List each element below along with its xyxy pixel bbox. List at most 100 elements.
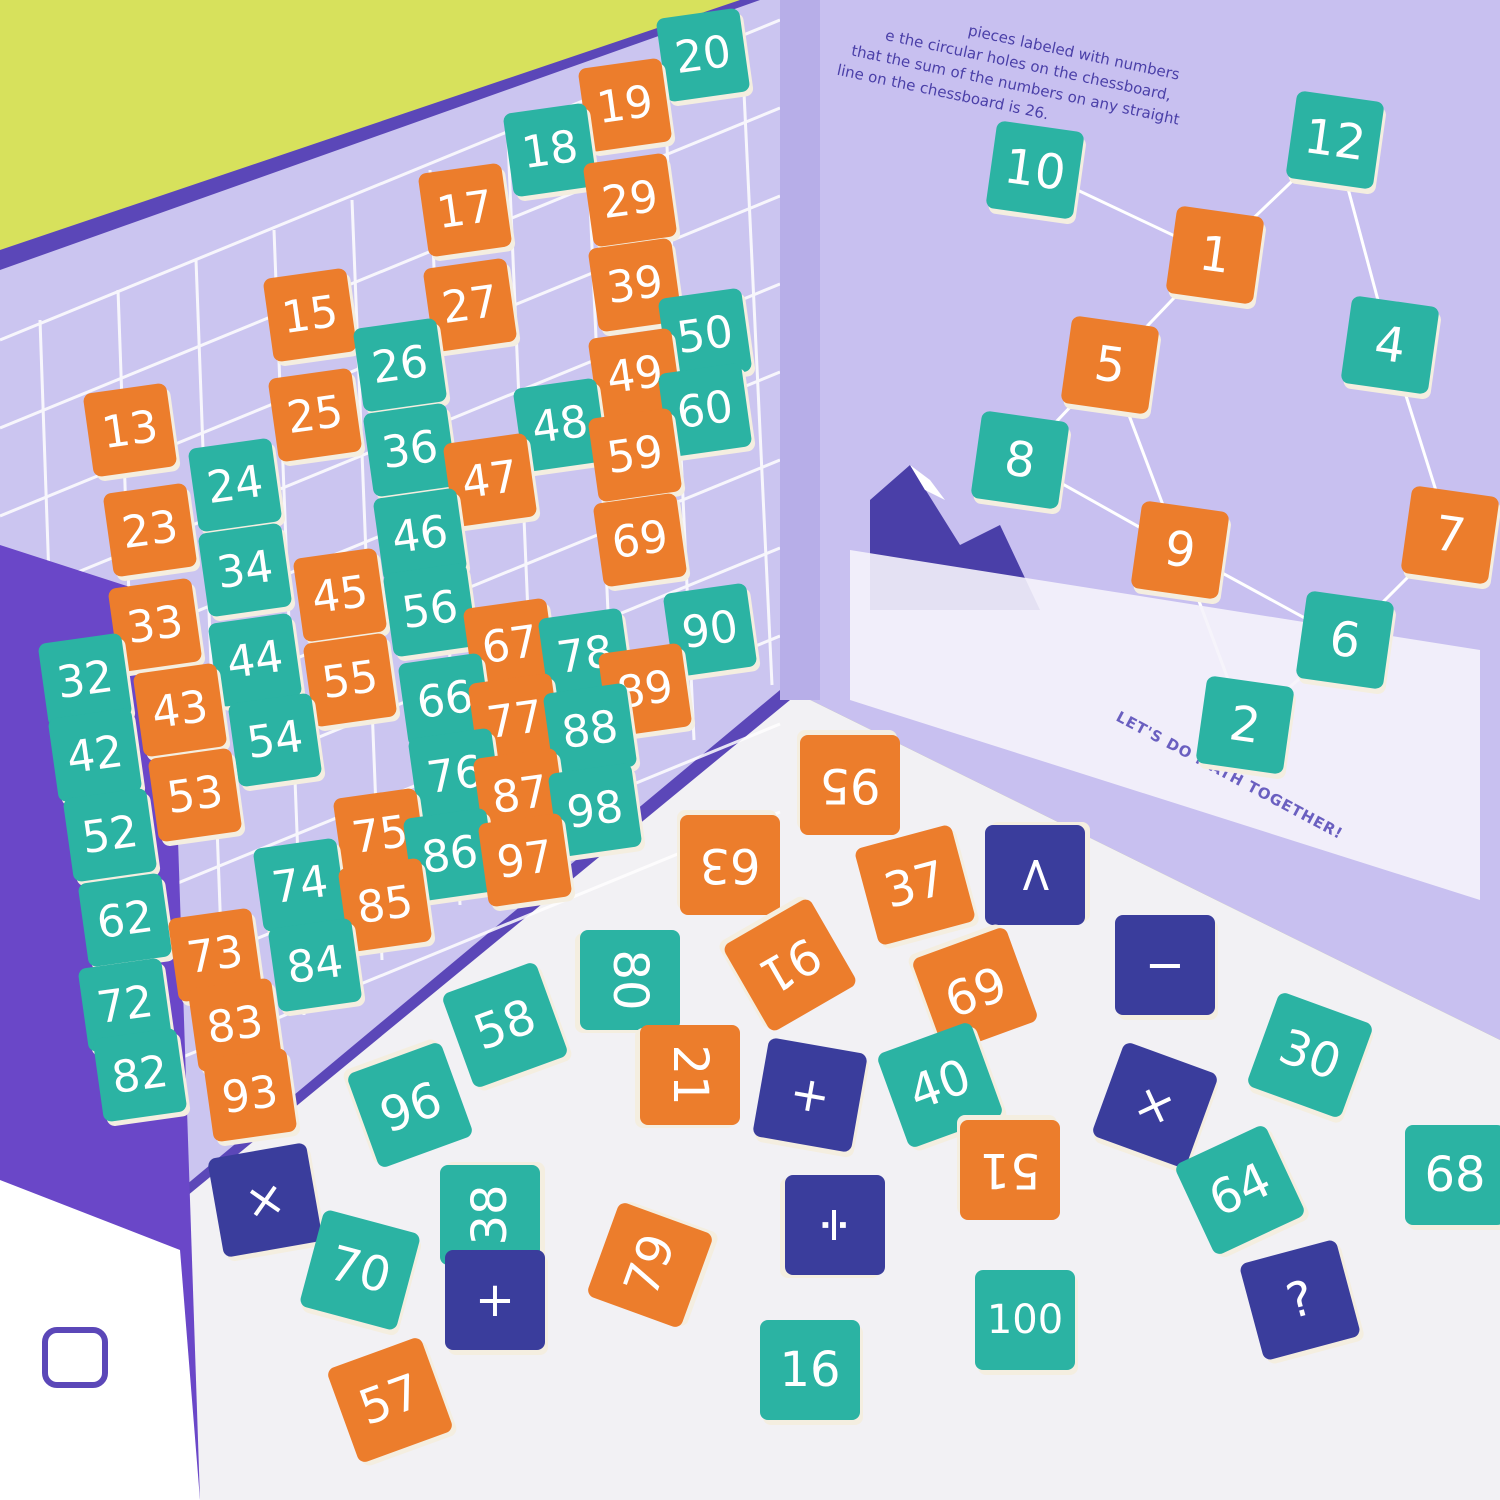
tile: 4 — [1341, 296, 1441, 400]
tile-face — [543, 683, 637, 777]
tile: 76 — [408, 728, 506, 826]
tile-face — [300, 1210, 420, 1330]
tile-label: 49 — [604, 346, 667, 404]
tile-label: 26 — [369, 336, 432, 394]
tile-face — [108, 578, 202, 672]
tile-face — [1196, 676, 1294, 774]
tile: 57 — [328, 1338, 457, 1466]
tile-face — [263, 268, 357, 362]
tile-label: 21 — [662, 1044, 718, 1105]
tile: 70 — [300, 1210, 422, 1336]
tile-face — [203, 1048, 297, 1142]
tile-label: 19 — [594, 76, 657, 134]
tile: 64 — [1176, 1126, 1309, 1258]
tile-label: 84 — [284, 936, 347, 994]
tile-label: 43 — [149, 681, 212, 739]
tile-face — [463, 598, 557, 692]
tile-label: 63 — [699, 837, 760, 893]
tile: ÷ — [780, 1175, 885, 1278]
tile: 95 — [797, 730, 900, 835]
tile: 9 — [1131, 501, 1231, 605]
tile-face — [48, 708, 142, 802]
tile-face — [198, 523, 292, 617]
tile-label: 85 — [354, 876, 417, 934]
tile: + — [753, 1038, 869, 1158]
tile: 86 — [403, 808, 501, 906]
tile-label: 50 — [674, 306, 737, 364]
tile-label: ÷ — [807, 1205, 863, 1245]
tile: 24 — [188, 438, 286, 536]
tile-face — [93, 1028, 187, 1122]
tile-label: 27 — [439, 276, 502, 334]
tile-label: 56 — [399, 581, 462, 639]
tile-label: 75 — [349, 806, 412, 864]
tile-face — [1341, 296, 1439, 394]
tile: 58 — [443, 963, 572, 1091]
tile-face — [78, 873, 172, 967]
tile-label: 16 — [779, 1342, 840, 1398]
tile: 80 — [575, 930, 680, 1033]
tile-face — [975, 1270, 1075, 1370]
tile: 69 — [908, 924, 1037, 1052]
magnet-icon — [42, 1327, 108, 1388]
tile: 20 — [656, 8, 754, 106]
tile-face — [1401, 486, 1499, 584]
tile: 74 — [253, 838, 351, 936]
tile: 46 — [373, 488, 471, 586]
tile-label: 32 — [54, 651, 117, 709]
tile-face — [303, 633, 397, 727]
tile: 55 — [303, 633, 401, 731]
tile: 84 — [268, 918, 366, 1016]
tile-label: 39 — [604, 256, 667, 314]
tile: 33 — [108, 578, 206, 676]
snow — [910, 465, 945, 500]
tile-label: 29 — [599, 171, 662, 229]
tile: 63 — [677, 810, 780, 915]
tile: 98 — [548, 763, 646, 861]
tile-face — [168, 908, 262, 1002]
tile: 77 — [468, 673, 566, 771]
tile: 91 — [719, 896, 856, 1031]
tile: 67 — [463, 598, 561, 696]
tile-label: 74 — [269, 856, 332, 914]
tile-label: 55 — [319, 651, 382, 709]
tile-label: 62 — [94, 891, 157, 949]
tile: 49 — [588, 328, 686, 426]
tile: − — [1115, 915, 1218, 1020]
tile: 48 — [513, 378, 611, 476]
tile: 21 — [635, 1025, 740, 1128]
tile-face — [78, 958, 172, 1052]
tile-face — [503, 103, 597, 197]
tile-face — [680, 815, 780, 915]
tile-face — [986, 121, 1084, 219]
tile-face — [785, 1175, 885, 1275]
tile-label: 18 — [519, 121, 582, 179]
tile: 75 — [333, 788, 431, 886]
tile-face — [133, 663, 227, 757]
tile-label: 17 — [434, 181, 497, 239]
tile-label: 24 — [204, 456, 267, 514]
tile-label: 13 — [99, 401, 162, 459]
tile: 23 — [103, 483, 201, 581]
tile: × — [1093, 1043, 1218, 1173]
tile-face — [383, 563, 477, 657]
tile: 79 — [588, 1202, 718, 1327]
tile-face — [103, 483, 197, 577]
tile-face — [760, 1320, 860, 1420]
tile: 53 — [148, 748, 246, 846]
tile-label: 33 — [124, 596, 187, 654]
tile-label: 80 — [602, 949, 658, 1010]
tile-label: 93 — [219, 1066, 282, 1124]
tile: 96 — [343, 1039, 472, 1167]
tile-face — [1166, 206, 1264, 304]
tile: 2 — [1196, 676, 1296, 780]
tile-face — [38, 633, 132, 727]
tile-face — [338, 858, 432, 952]
tile: 90 — [663, 583, 761, 681]
tile-label: 20 — [672, 26, 735, 84]
tile-face — [1286, 91, 1384, 189]
tile: 85 — [338, 858, 436, 956]
tile-label: 25 — [284, 386, 347, 444]
tile: 25 — [268, 368, 366, 466]
tile-face — [148, 748, 242, 842]
